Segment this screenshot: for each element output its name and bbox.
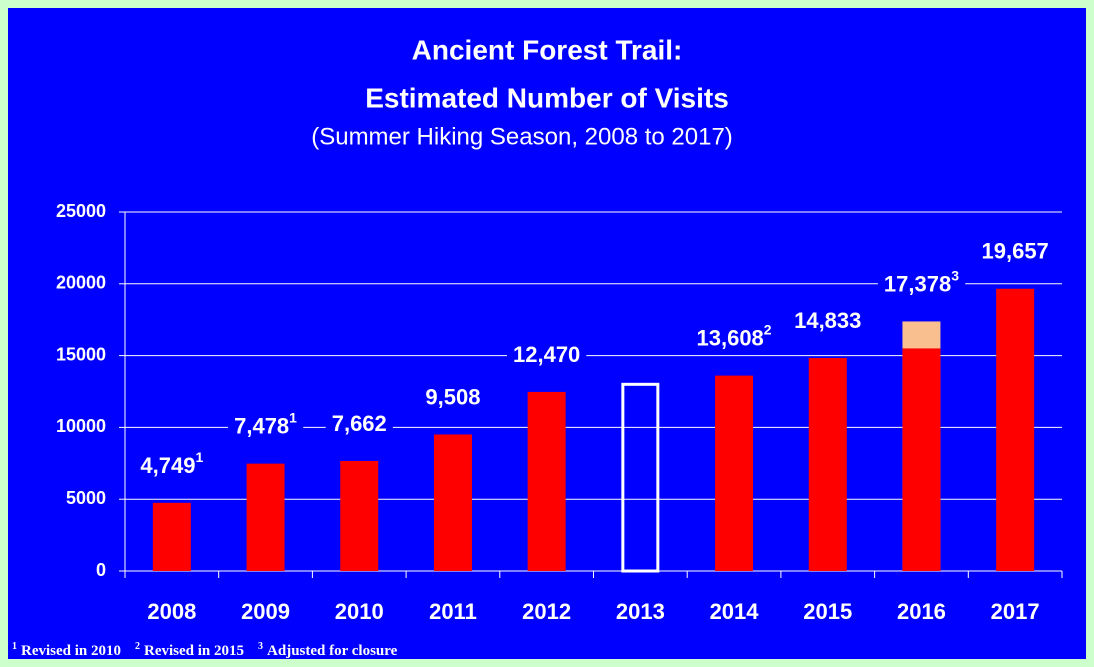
bar [996,288,1035,571]
data-label-bg [419,382,487,412]
y-tick-label: 20000 [56,273,106,293]
x-tick-label: 2012 [522,599,571,624]
y-tick-label: 25000 [56,201,106,221]
data-label-bg [975,236,1055,266]
x-tick-label: 2013 [616,599,665,624]
data-label-bg [877,265,966,299]
footnote-text: Revised in 2010 [21,643,121,659]
data-label-value: 12,470 [513,342,580,367]
x-tick-label: 2011 [429,599,477,624]
bar [340,460,379,571]
y-tick-label: 5000 [66,488,106,508]
data-label: 17,3783 [884,267,959,296]
footnote-text: Adjusted for closure [267,643,398,659]
data-label-value: 9,508 [425,384,480,409]
data-label: 19,657 [982,239,1049,264]
footnote: 3 Adjusted for closure [258,641,398,659]
bar [433,434,472,571]
data-label: 7,662 [332,411,387,436]
data-label: 9,508 [425,384,480,409]
data-label-note: 1 [289,409,297,425]
x-tick-label: 2008 [147,599,196,624]
data-label-value: 19,657 [982,239,1049,264]
bar [246,463,285,571]
footnote-mark: 2 [135,641,140,652]
x-tick-label: 2017 [991,599,1040,624]
data-label-value: 7,478 [234,413,289,438]
chart-title: Ancient Forest Trail: [412,34,683,65]
footnote-mark: 3 [258,641,263,652]
data-label-note: 2 [764,321,772,337]
data-label: 7,4781 [234,409,297,438]
footnote: 1 Revised in 2010 [12,641,121,659]
x-tick-label: 2015 [803,599,852,624]
data-label-bg [788,305,868,335]
y-tick-label: 0 [96,560,106,580]
data-label-value: 7,662 [332,411,387,436]
data-label-note: 3 [951,267,959,283]
data-label: 12,470 [513,342,580,367]
bar-outline [621,382,660,573]
x-tick-label: 2014 [710,599,760,624]
bar [152,502,191,571]
y-tick-label: 15000 [56,344,106,364]
data-label-bg [690,319,778,353]
data-label-value: 14,833 [794,308,861,333]
data-label-value: 13,608 [697,325,764,350]
bar [808,357,847,571]
chart-title: Estimated Number of Visits [365,82,729,113]
data-label-bg [507,339,587,369]
data-label-bg [228,407,304,441]
footnote-mark: 1 [12,641,17,652]
y-tick-label: 10000 [56,416,106,436]
x-tick-label: 2010 [335,599,384,624]
data-label: 4,7491 [140,449,203,478]
chart-subtitle: (Summer Hiking Season, 2008 to 2017) [311,123,733,150]
x-tick-label: 2016 [897,599,946,624]
footnote-text: Revised in 2015 [144,643,244,659]
data-label: 13,6082 [697,321,772,350]
data-label-value: 4,749 [140,453,195,478]
data-label: 14,833 [794,308,861,333]
bar [527,391,566,571]
bar-base [902,348,941,571]
data-label-value: 17,378 [884,271,951,296]
footnote: 2 Revised in 2015 [135,641,244,659]
data-label-bg [325,408,393,438]
data-label-note: 1 [195,449,203,465]
x-tick-label: 2009 [241,599,290,624]
bar [715,375,754,571]
data-label-bg [134,446,210,480]
